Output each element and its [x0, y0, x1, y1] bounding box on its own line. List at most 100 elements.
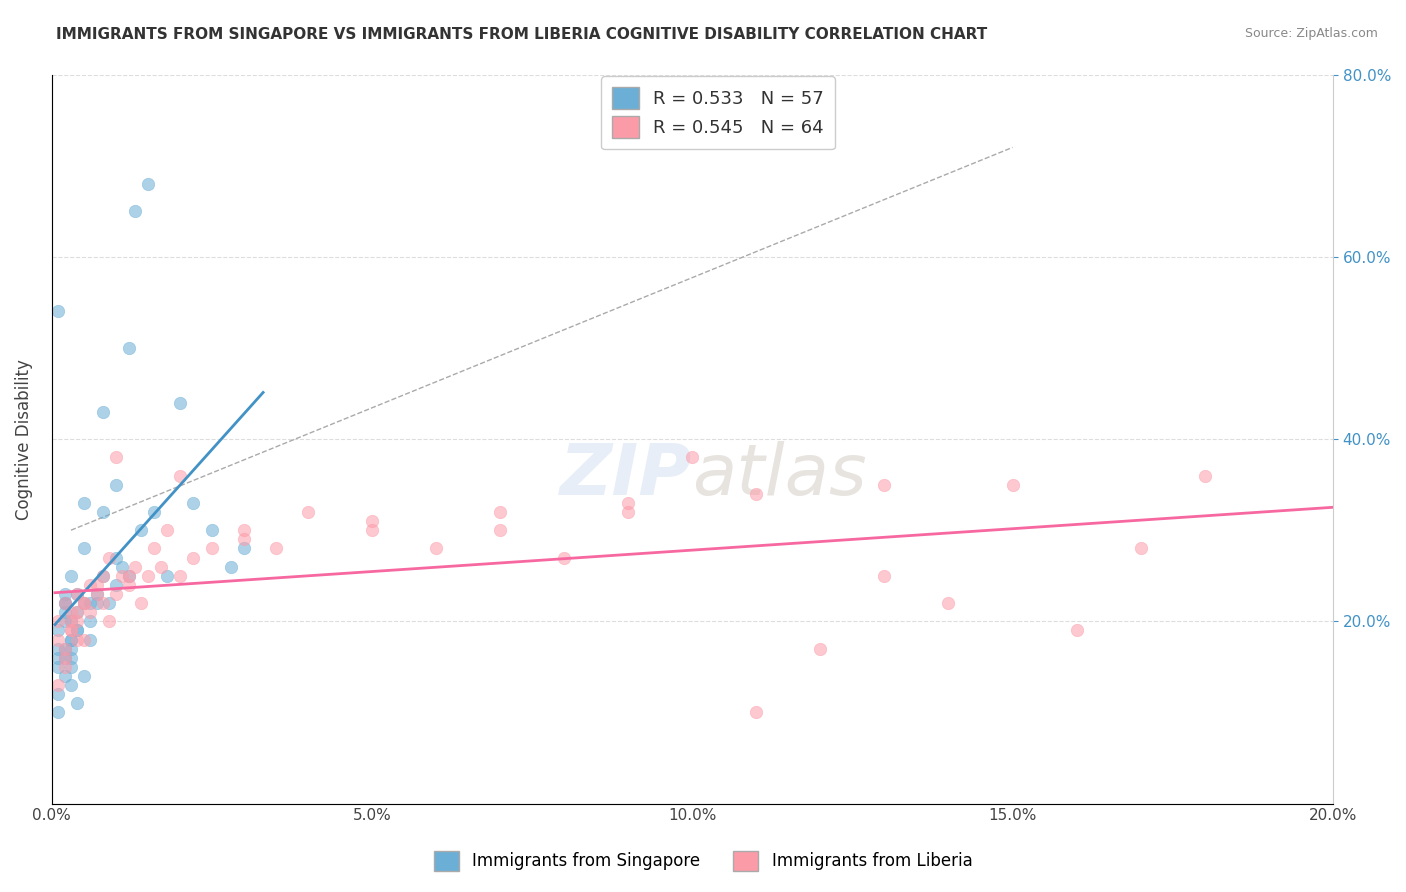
Point — [73, 669, 96, 683]
Point — [53, 596, 76, 610]
Point — [59, 632, 82, 647]
Point — [46, 678, 69, 692]
Point — [1194, 468, 1216, 483]
Point — [297, 505, 319, 519]
Point — [46, 624, 69, 638]
Point — [73, 596, 96, 610]
Point — [91, 596, 114, 610]
Point — [873, 568, 896, 582]
Point — [59, 624, 82, 638]
Point — [553, 550, 575, 565]
Point — [46, 650, 69, 665]
Point — [79, 632, 101, 647]
Point — [232, 541, 254, 556]
Point — [53, 650, 76, 665]
Text: ZIP: ZIP — [560, 441, 692, 510]
Point — [117, 578, 139, 592]
Point — [745, 706, 768, 720]
Point — [201, 541, 224, 556]
Point — [73, 632, 96, 647]
Point — [489, 505, 512, 519]
Point — [73, 496, 96, 510]
Text: Source: ZipAtlas.com: Source: ZipAtlas.com — [1244, 27, 1378, 40]
Point — [79, 615, 101, 629]
Point — [181, 550, 204, 565]
Point — [117, 568, 139, 582]
Point — [46, 641, 69, 656]
Point — [46, 687, 69, 701]
Point — [59, 660, 82, 674]
Point — [66, 624, 89, 638]
Point — [53, 596, 76, 610]
Point — [136, 568, 159, 582]
Point — [53, 650, 76, 665]
Text: IMMIGRANTS FROM SINGAPORE VS IMMIGRANTS FROM LIBERIA COGNITIVE DISABILITY CORREL: IMMIGRANTS FROM SINGAPORE VS IMMIGRANTS … — [56, 27, 987, 42]
Point — [46, 632, 69, 647]
Point — [143, 505, 166, 519]
Legend: R = 0.533   N = 57, R = 0.545   N = 64: R = 0.533 N = 57, R = 0.545 N = 64 — [600, 76, 835, 149]
Point — [169, 395, 191, 409]
Point — [59, 641, 82, 656]
Point — [66, 605, 89, 619]
Point — [66, 587, 89, 601]
Point — [104, 550, 127, 565]
Point — [73, 541, 96, 556]
Point — [59, 650, 82, 665]
Point — [98, 615, 121, 629]
Point — [264, 541, 287, 556]
Point — [91, 568, 114, 582]
Point — [617, 505, 640, 519]
Point — [489, 523, 512, 537]
Point — [73, 596, 96, 610]
Point — [169, 468, 191, 483]
Point — [59, 632, 82, 647]
Point — [53, 641, 76, 656]
Point — [91, 505, 114, 519]
Point — [617, 496, 640, 510]
Point — [181, 496, 204, 510]
Point — [111, 559, 134, 574]
Y-axis label: Cognitive Disability: Cognitive Disability — [15, 359, 32, 519]
Point — [79, 596, 101, 610]
Point — [73, 596, 96, 610]
Point — [46, 615, 69, 629]
Point — [104, 450, 127, 465]
Point — [59, 615, 82, 629]
Point — [59, 605, 82, 619]
Point — [53, 596, 76, 610]
Point — [66, 587, 89, 601]
Point — [59, 568, 82, 582]
Point — [124, 559, 146, 574]
Point — [425, 541, 447, 556]
Point — [59, 615, 82, 629]
Point — [86, 596, 108, 610]
Point — [46, 660, 69, 674]
Point — [53, 615, 76, 629]
Point — [86, 578, 108, 592]
Point — [232, 523, 254, 537]
Point — [46, 706, 69, 720]
Point — [53, 669, 76, 683]
Point — [53, 641, 76, 656]
Point — [136, 177, 159, 191]
Point — [111, 568, 134, 582]
Point — [124, 204, 146, 219]
Point — [86, 587, 108, 601]
Point — [66, 624, 89, 638]
Point — [156, 568, 179, 582]
Point — [131, 596, 153, 610]
Point — [91, 568, 114, 582]
Point — [131, 523, 153, 537]
Point — [808, 641, 831, 656]
Text: atlas: atlas — [692, 441, 868, 510]
Point — [91, 405, 114, 419]
Legend: Immigrants from Singapore, Immigrants from Liberia: Immigrants from Singapore, Immigrants fr… — [425, 842, 981, 880]
Point — [86, 587, 108, 601]
Point — [938, 596, 960, 610]
Point — [59, 624, 82, 638]
Point — [104, 477, 127, 491]
Point — [361, 523, 384, 537]
Point — [1129, 541, 1152, 556]
Point — [66, 605, 89, 619]
Point — [53, 660, 76, 674]
